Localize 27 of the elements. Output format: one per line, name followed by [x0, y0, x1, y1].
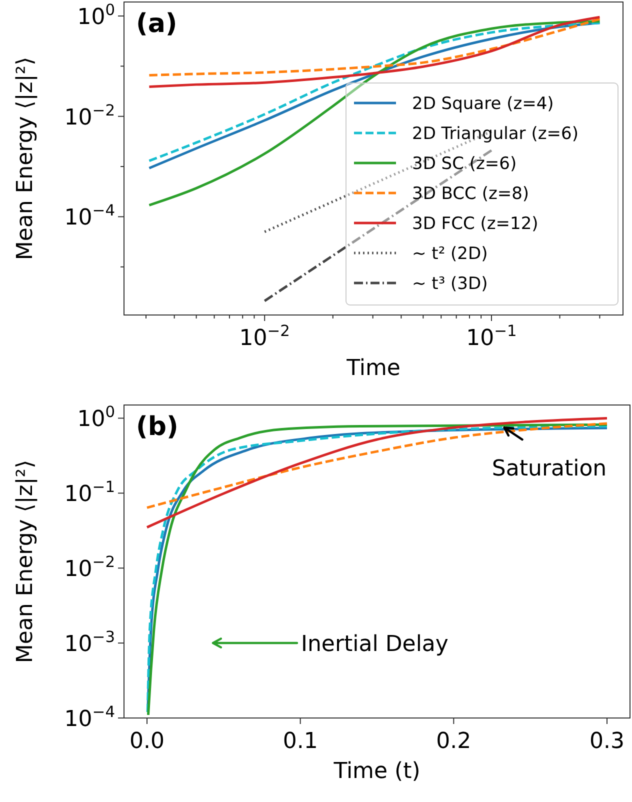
y-axis-title: Mean Energy ⟨|z|²⟩ — [13, 460, 38, 664]
x-tick-label: 0.3 — [590, 729, 624, 754]
legend-label: 3D SC (z=6) — [412, 154, 517, 174]
y-tick-label: 10$^{0}$ — [77, 0, 115, 30]
legend-label: 2D Triangular (z=6) — [412, 124, 578, 144]
y-tick-label: 10$^{−4}$ — [64, 202, 115, 231]
legend-label: 3D FCC (z=12) — [412, 214, 538, 234]
chart-title: (a) — [136, 9, 178, 39]
y-tick-label: 10$^{−2}$ — [64, 553, 115, 582]
y-tick-label: 10$^{0}$ — [77, 403, 115, 432]
legend-label: ∼ t² (2D) — [412, 244, 488, 264]
annotation: Inertial Delay — [301, 632, 448, 657]
y-tick-label: 10$^{−3}$ — [64, 628, 115, 658]
x-tick-label: 0.1 — [282, 729, 318, 754]
x-axis-title: Time — [346, 356, 400, 381]
y-tick-label: 10$^{−4}$ — [64, 703, 115, 732]
annotation: Saturation — [492, 456, 607, 482]
y-axis-title: Mean Energy ⟨|z|²⟩ — [13, 56, 38, 260]
legend-label: ∼ t³ (3D) — [412, 274, 488, 294]
y-tick-label: 10$^{−2}$ — [64, 101, 115, 130]
legend-label: 3D BCC (z=8) — [412, 184, 530, 204]
x-tick-label: 0.2 — [436, 729, 472, 754]
x-tick-label: 0.0 — [130, 729, 164, 754]
y-tick-label: 10$^{−1}$ — [64, 478, 115, 508]
chart-title: (b) — [136, 412, 178, 442]
x-axis-title: Time (t) — [332, 759, 420, 784]
legend-label: 2D Square (z=4) — [412, 94, 554, 114]
